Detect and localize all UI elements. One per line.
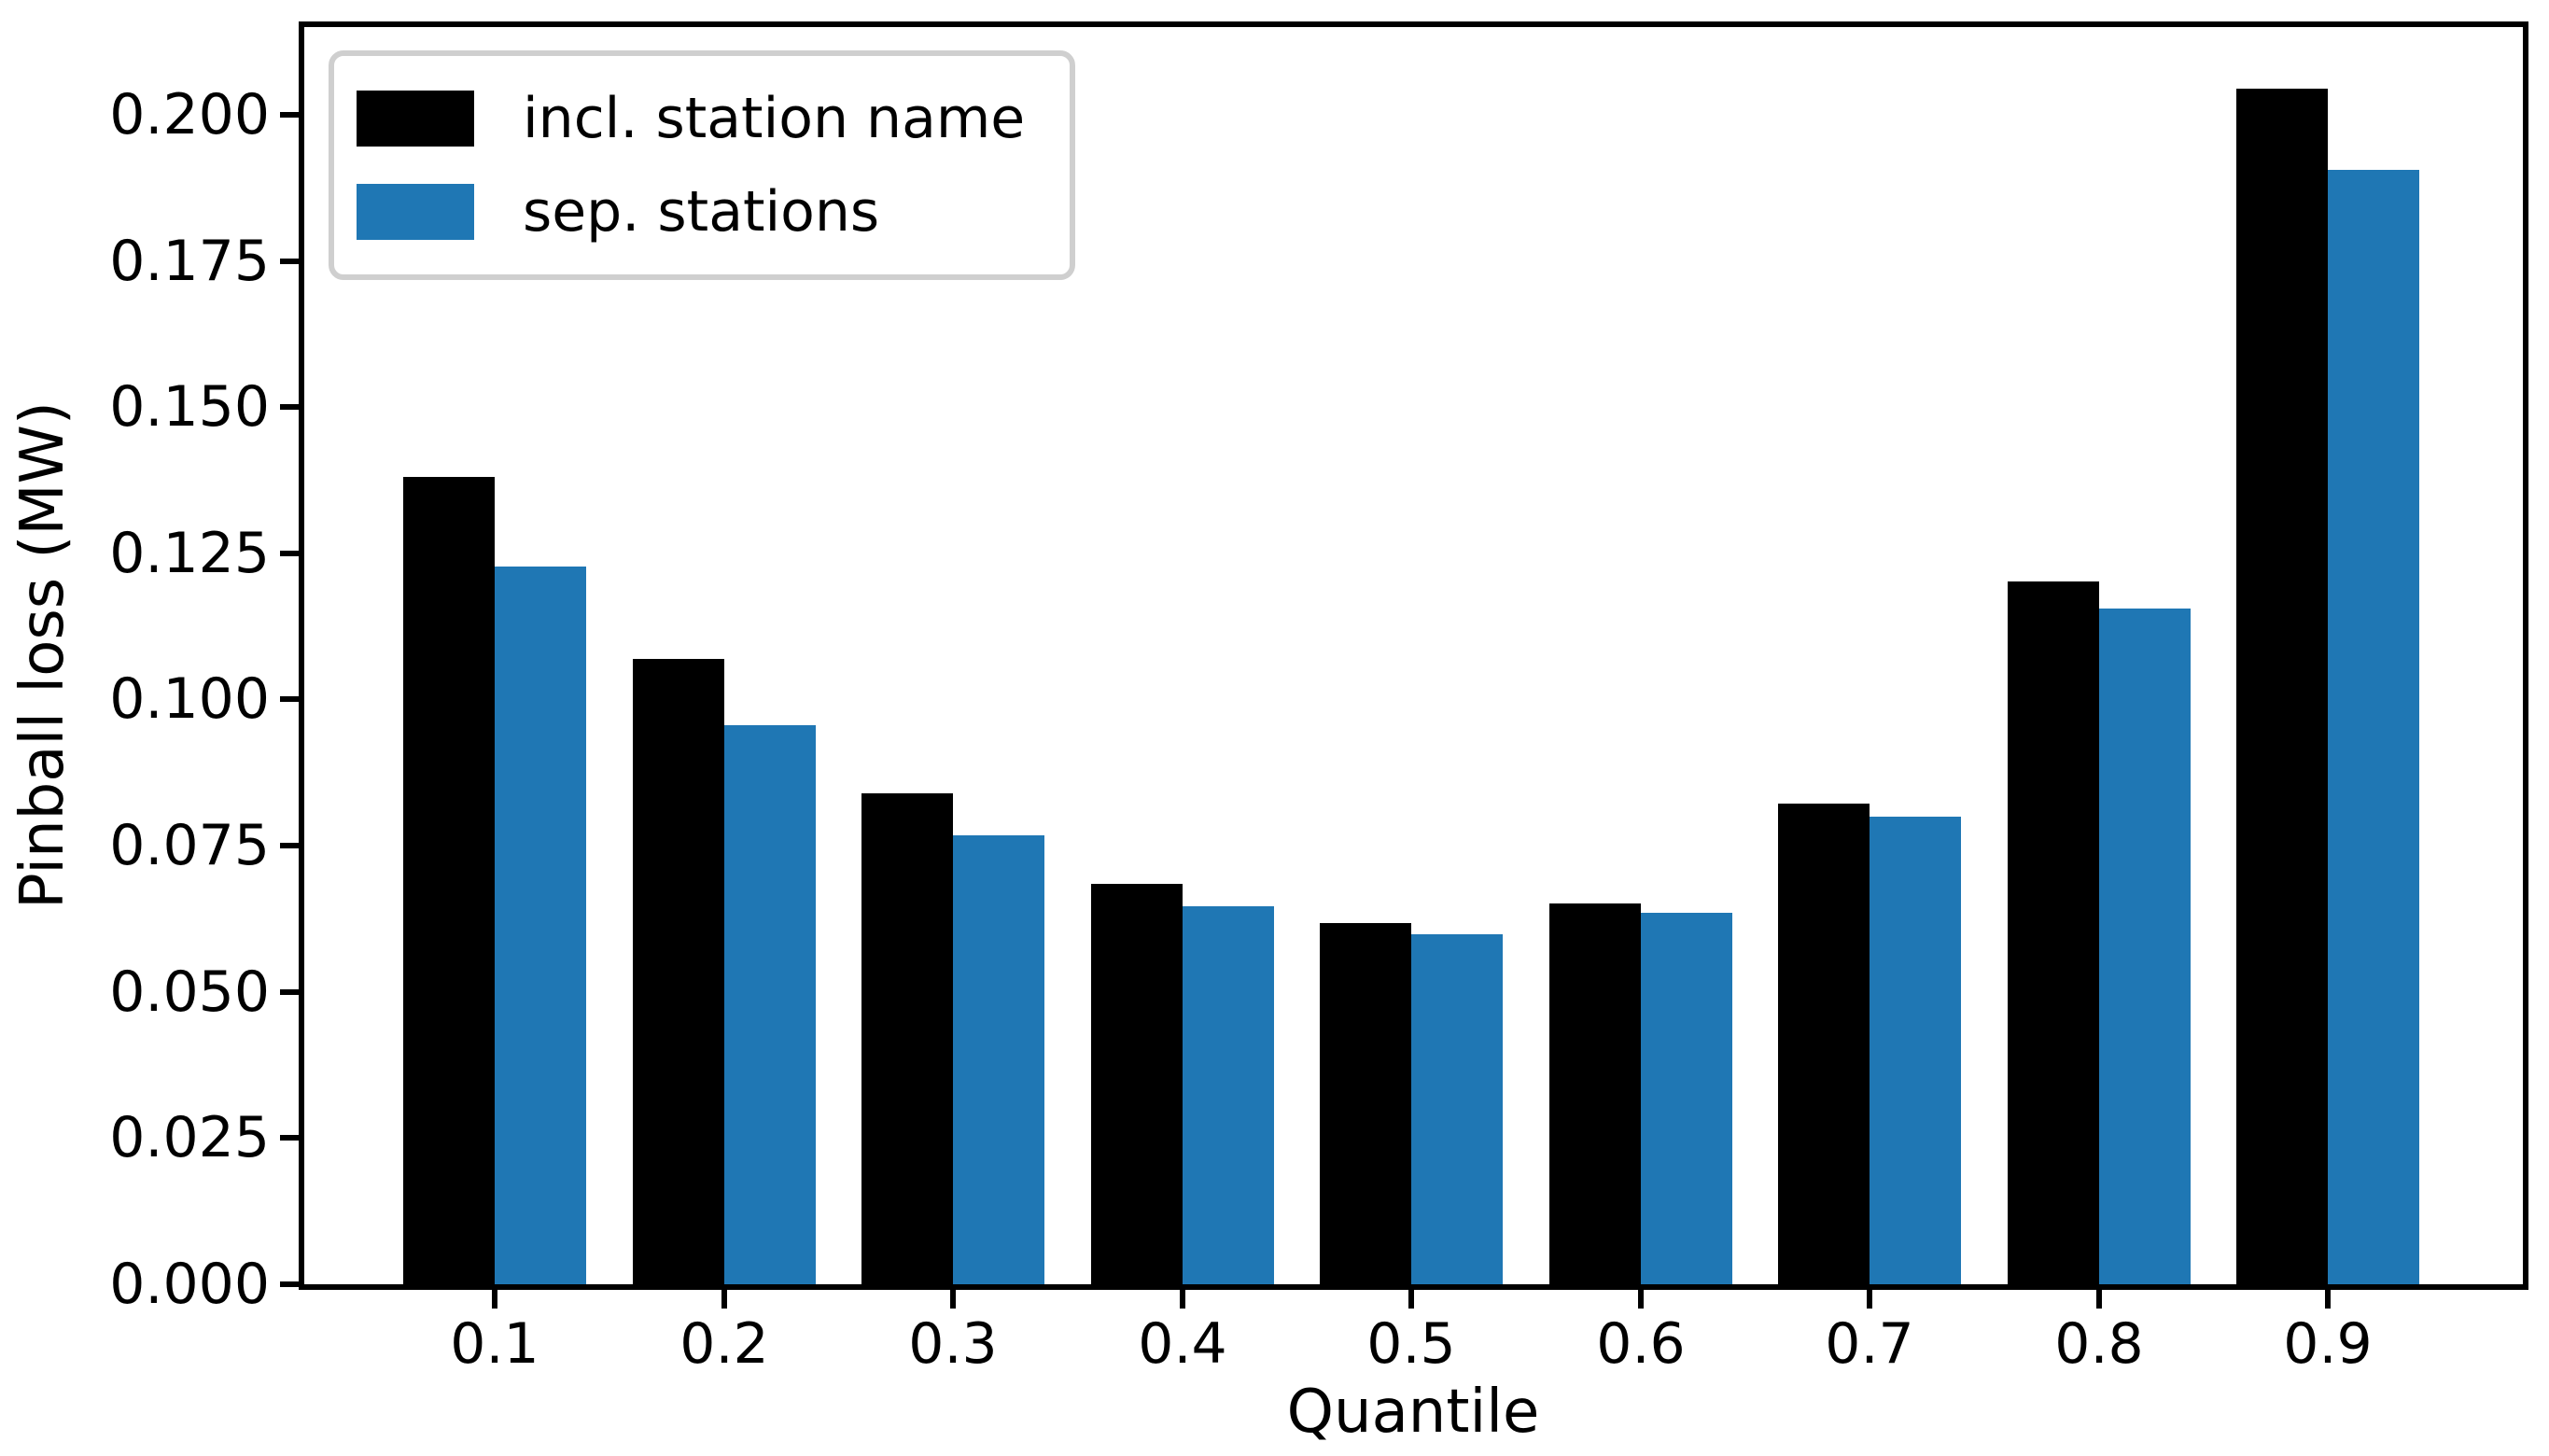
plot-area	[299, 21, 2528, 1290]
y-tick-label-0.000: 0.000	[109, 1252, 270, 1317]
bar-incl.-station-name-q0.7	[1778, 804, 1870, 1284]
x-tick-label-0.8: 0.8	[2054, 1311, 2144, 1377]
legend-label-incl-station-name: incl. station name	[523, 86, 1026, 151]
bar-incl.-station-name-q0.2	[633, 659, 724, 1284]
y-tick-label-0.050: 0.050	[109, 959, 270, 1025]
bar-incl.-station-name-q0.8	[2008, 581, 2099, 1284]
legend-item-incl-station-name: incl. station name	[357, 86, 1025, 151]
y-tick-0.050	[280, 989, 299, 995]
y-tick-label-0.100: 0.100	[109, 666, 270, 732]
y-tick-label-0.175: 0.175	[109, 229, 270, 294]
x-tick-label-0.7: 0.7	[1825, 1311, 1914, 1377]
x-tick-label-0.2: 0.2	[679, 1311, 769, 1377]
x-tick-0.9	[2325, 1290, 2331, 1309]
bar-incl.-station-name-q0.3	[861, 793, 953, 1284]
x-tick-label-0.9: 0.9	[2283, 1311, 2373, 1377]
x-tick-label-0.1: 0.1	[450, 1311, 539, 1377]
plot-bars-layer	[304, 27, 2523, 1284]
bar-sep.-stations-q0.1	[495, 567, 586, 1284]
bar-sep.-stations-q0.5	[1411, 934, 1503, 1284]
x-tick-label-0.4: 0.4	[1138, 1311, 1227, 1377]
bar-sep.-stations-q0.7	[1870, 817, 1961, 1284]
legend: incl. station name sep. stations	[329, 50, 1076, 280]
bar-sep.-stations-q0.8	[2099, 609, 2191, 1284]
y-tick-0.200	[280, 112, 299, 118]
bar-sep.-stations-q0.9	[2328, 170, 2419, 1284]
y-tick-0.100	[280, 696, 299, 702]
y-tick-label-0.150: 0.150	[109, 374, 270, 440]
x-tick-0.4	[1180, 1290, 1185, 1309]
legend-swatch-sep-stations	[357, 184, 474, 240]
bar-sep.-stations-q0.4	[1183, 906, 1274, 1284]
y-tick-label-0.200: 0.200	[109, 82, 270, 147]
x-tick-0.7	[1867, 1290, 1872, 1309]
y-tick-0.025	[280, 1135, 299, 1141]
bar-sep.-stations-q0.3	[953, 835, 1044, 1284]
x-tick-0.3	[950, 1290, 956, 1309]
y-tick-0.150	[280, 404, 299, 410]
legend-swatch-incl-station-name	[357, 91, 474, 147]
bar-incl.-station-name-q0.1	[403, 477, 495, 1284]
bar-incl.-station-name-q0.4	[1091, 884, 1183, 1284]
y-tick-0.175	[280, 259, 299, 264]
bar-incl.-station-name-q0.9	[2236, 89, 2328, 1284]
x-tick-0.2	[721, 1290, 727, 1309]
bar-sep.-stations-q0.6	[1641, 913, 1732, 1284]
legend-label-sep-stations: sep. stations	[523, 179, 880, 245]
x-tick-0.1	[492, 1290, 497, 1309]
y-tick-0.125	[280, 551, 299, 556]
y-tick-label-0.025: 0.025	[109, 1105, 270, 1170]
legend-item-sep-stations: sep. stations	[357, 179, 1025, 245]
x-tick-label-0.3: 0.3	[908, 1311, 998, 1377]
y-tick-label-0.075: 0.075	[109, 813, 270, 878]
y-tick-0.000	[280, 1281, 299, 1287]
bar-incl.-station-name-q0.6	[1549, 903, 1641, 1284]
x-tick-0.6	[1638, 1290, 1644, 1309]
x-tick-label-0.5: 0.5	[1366, 1311, 1456, 1377]
bar-sep.-stations-q0.2	[724, 725, 816, 1284]
x-axis-label: Quantile	[1286, 1378, 1540, 1447]
y-tick-label-0.125: 0.125	[109, 521, 270, 586]
bar-incl.-station-name-q0.5	[1320, 923, 1411, 1284]
y-tick-0.075	[280, 843, 299, 848]
x-tick-label-0.6: 0.6	[1596, 1311, 1686, 1377]
x-tick-0.8	[2096, 1290, 2102, 1309]
x-tick-0.5	[1408, 1290, 1414, 1309]
